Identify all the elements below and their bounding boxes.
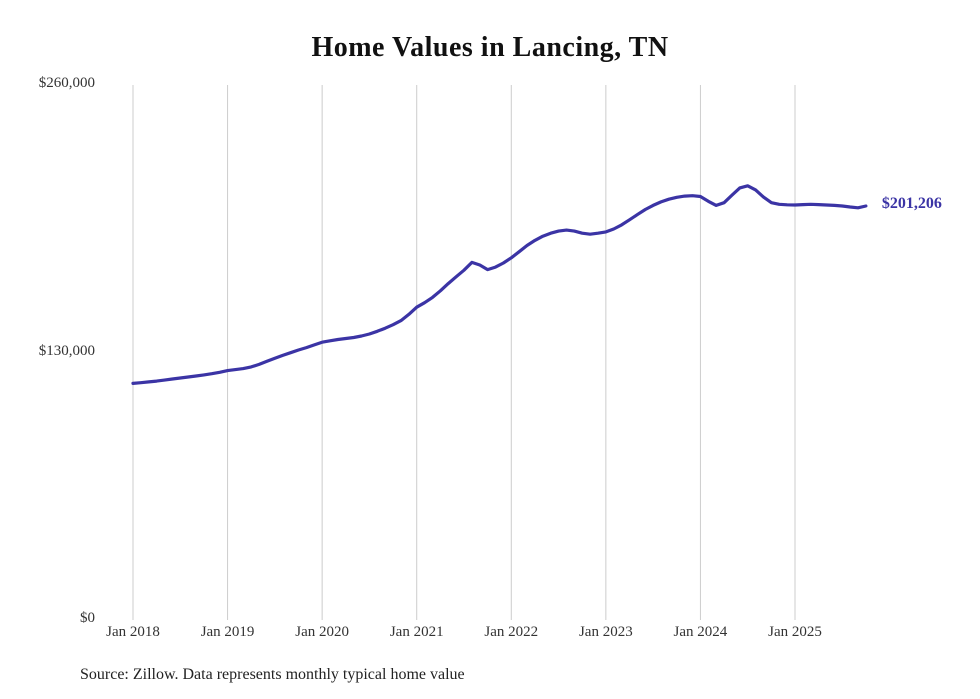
source-note: Source: Zillow. Data represents monthly …	[80, 666, 465, 683]
y-tick-label: $130,000	[38, 342, 95, 359]
gridlines-group	[132, 85, 796, 620]
end-value-label: $201,206	[881, 194, 942, 212]
chart-title: Home Values in Lancing, TN	[311, 32, 669, 63]
x-tick-label: Jan 2022	[484, 624, 539, 640]
home-value-line	[131, 184, 868, 385]
y-tick-label: $0	[80, 610, 95, 626]
x-tick-label: Jan 2021	[389, 624, 444, 640]
x-tick-label: Jan 2019	[200, 624, 255, 640]
x-tick-label: Jan 2023	[578, 624, 633, 640]
x-tick-label: Jan 2020	[295, 624, 350, 640]
value-line-group	[131, 184, 868, 385]
x-tick-label: Jan 2025	[768, 624, 822, 640]
x-tick-label: Jan 2018	[106, 624, 160, 640]
y-tick-label: $260,000	[38, 75, 95, 91]
x-tick-label: Jan 2024	[673, 624, 728, 640]
